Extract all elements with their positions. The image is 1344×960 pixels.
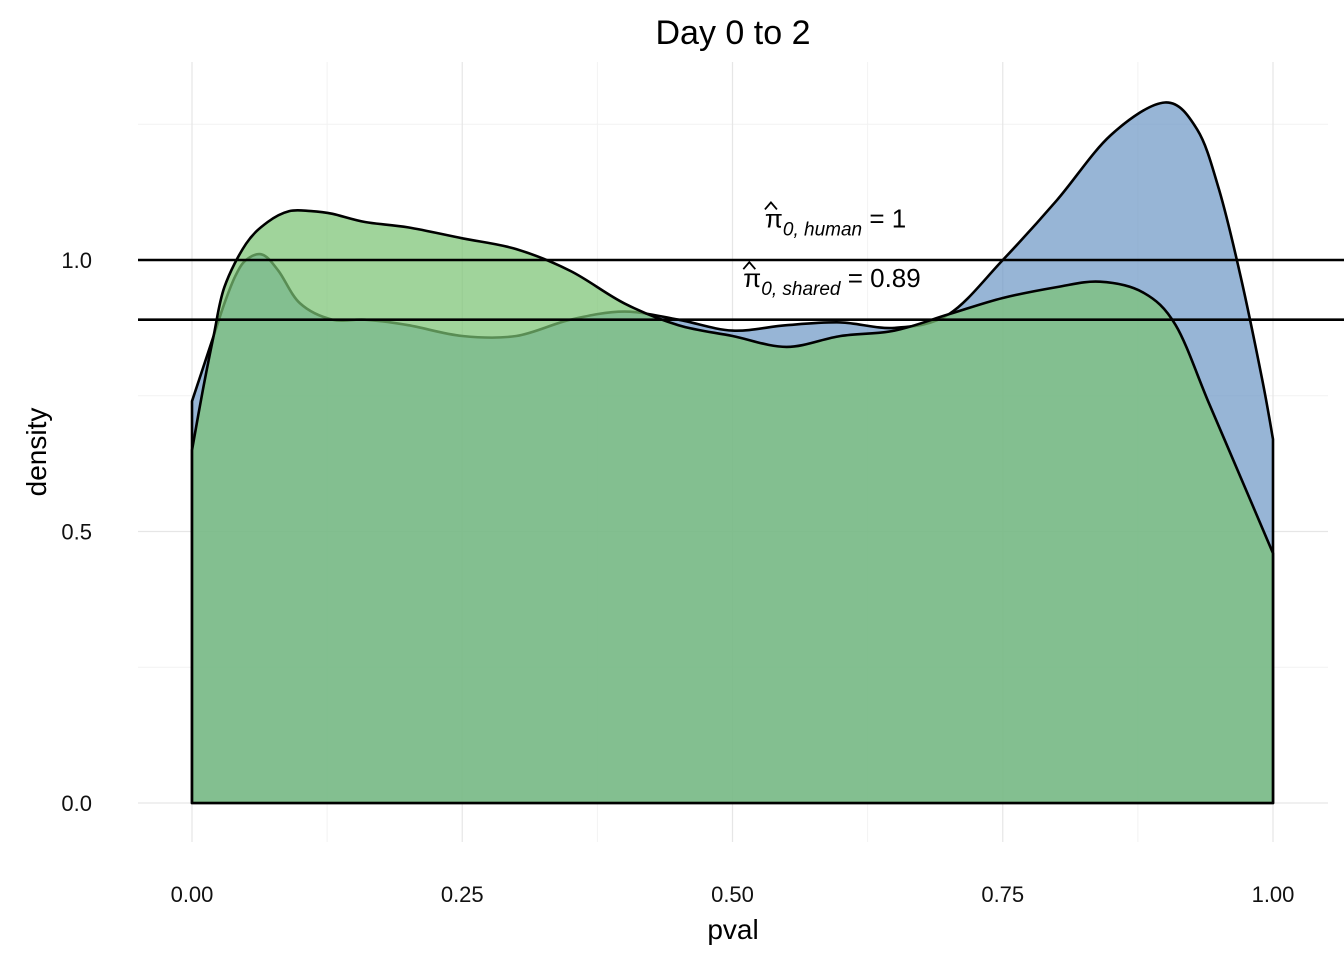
pi-annotation: π0, shared = 0.89: [743, 263, 920, 300]
x-tick-label: 0.25: [441, 882, 484, 907]
reference-lines: [138, 258, 1344, 322]
x-axis-title: pval: [707, 914, 758, 945]
y-tick-label: 0.5: [61, 520, 92, 545]
series-layer: [190, 101, 1275, 805]
tick-labels: 0.00 0.25 0.50 0.75 1.00 0.0 0.5 1.0: [61, 248, 1294, 907]
hat-mark: [764, 201, 778, 211]
hat-mark: [742, 260, 756, 270]
density-area-2: [190, 208, 1275, 805]
x-tick-label: 0.50: [711, 882, 754, 907]
annotations: π0, human = 1 π0, shared = 0.89: [742, 201, 921, 300]
x-tick-label: 1.00: [1252, 882, 1295, 907]
x-tick-label: 0.00: [171, 882, 214, 907]
y-tick-label: 0.0: [61, 791, 92, 816]
pi-annotation: π0, human = 1: [765, 203, 906, 240]
chart-title: Day 0 to 2: [656, 14, 811, 52]
x-tick-label: 0.75: [981, 882, 1024, 907]
y-axis-title: density: [21, 408, 52, 497]
y-tick-label: 1.0: [61, 248, 92, 273]
